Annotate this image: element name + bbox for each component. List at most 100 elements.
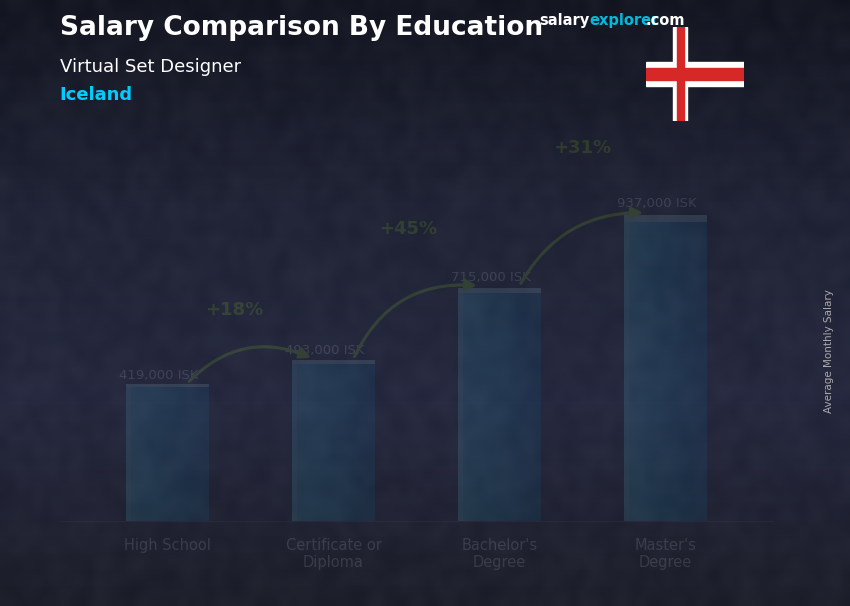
Bar [680,222,683,521]
Bar [489,293,491,521]
Bar [491,293,493,521]
Bar [473,293,474,521]
Bar [205,387,207,521]
Bar [479,293,481,521]
Bar [155,387,157,521]
Bar [207,387,209,521]
Bar [202,387,205,521]
Bar [292,364,294,521]
Bar [651,222,653,521]
Bar [321,364,323,521]
Bar [638,222,641,521]
Bar [186,387,188,521]
Bar [173,387,176,521]
Bar [667,222,670,521]
Bar [497,293,500,521]
Text: salary: salary [540,13,590,28]
Bar [647,222,649,521]
Bar [356,364,359,521]
Bar [296,364,298,521]
Bar [693,222,694,521]
Bar [537,293,539,521]
Bar [676,222,678,521]
Bar [688,222,690,521]
Bar [660,222,661,521]
Bar [645,222,647,521]
Bar [506,293,507,521]
Bar [134,387,136,521]
Bar [314,364,317,521]
Bar [159,387,162,521]
Bar [169,387,172,521]
Text: 937,000 ISK: 937,000 ISK [617,197,697,210]
Bar [672,222,674,521]
Bar [333,364,336,521]
Bar [628,222,631,521]
Bar [307,364,309,521]
Bar [136,387,139,521]
Bar [337,364,340,521]
Bar [462,293,464,521]
Bar [180,387,182,521]
Bar [678,222,680,521]
Bar [458,293,460,521]
Bar [684,222,686,521]
Bar [132,387,134,521]
Bar [147,387,149,521]
Bar [317,364,319,521]
Bar [664,222,666,521]
Bar [523,293,524,521]
Bar [470,293,473,521]
Bar [128,387,130,521]
Bar [458,288,541,293]
Bar [631,222,632,521]
Bar [332,364,333,521]
Bar [126,384,209,387]
Bar [526,293,529,521]
Bar [624,222,626,521]
Bar [336,364,337,521]
Bar [182,387,184,521]
Bar [670,222,672,521]
Bar [520,293,523,521]
Text: +18%: +18% [205,301,263,319]
Bar [199,387,201,521]
Bar [150,387,153,521]
Bar [304,364,307,521]
Bar [365,364,366,521]
Bar [516,293,518,521]
Bar [634,222,637,521]
Bar [167,387,169,521]
Bar [481,293,483,521]
Bar [458,293,463,521]
Bar [518,293,520,521]
Bar [474,293,477,521]
Bar [323,364,326,521]
Bar [697,222,699,521]
Bar [673,27,687,121]
Bar [504,293,506,521]
Bar [310,364,313,521]
Bar [371,364,373,521]
Bar [144,387,147,521]
Bar [313,364,314,521]
Bar [176,387,178,521]
Bar [699,222,701,521]
Bar [496,293,497,521]
Bar [140,387,143,521]
Bar [350,364,352,521]
Text: Average Monthly Salary: Average Monthly Salary [824,290,834,413]
Text: explorer: explorer [589,13,659,28]
Bar [130,387,132,521]
Text: 419,000 ISK: 419,000 ISK [119,369,199,382]
Text: Salary Comparison By Education: Salary Comparison By Education [60,15,542,41]
Bar [460,293,462,521]
Bar [188,387,190,521]
Bar [643,222,645,521]
Bar [298,364,300,521]
Bar [535,293,537,521]
Bar [502,293,504,521]
Bar [626,222,628,521]
Bar [190,387,192,521]
Bar [196,387,199,521]
